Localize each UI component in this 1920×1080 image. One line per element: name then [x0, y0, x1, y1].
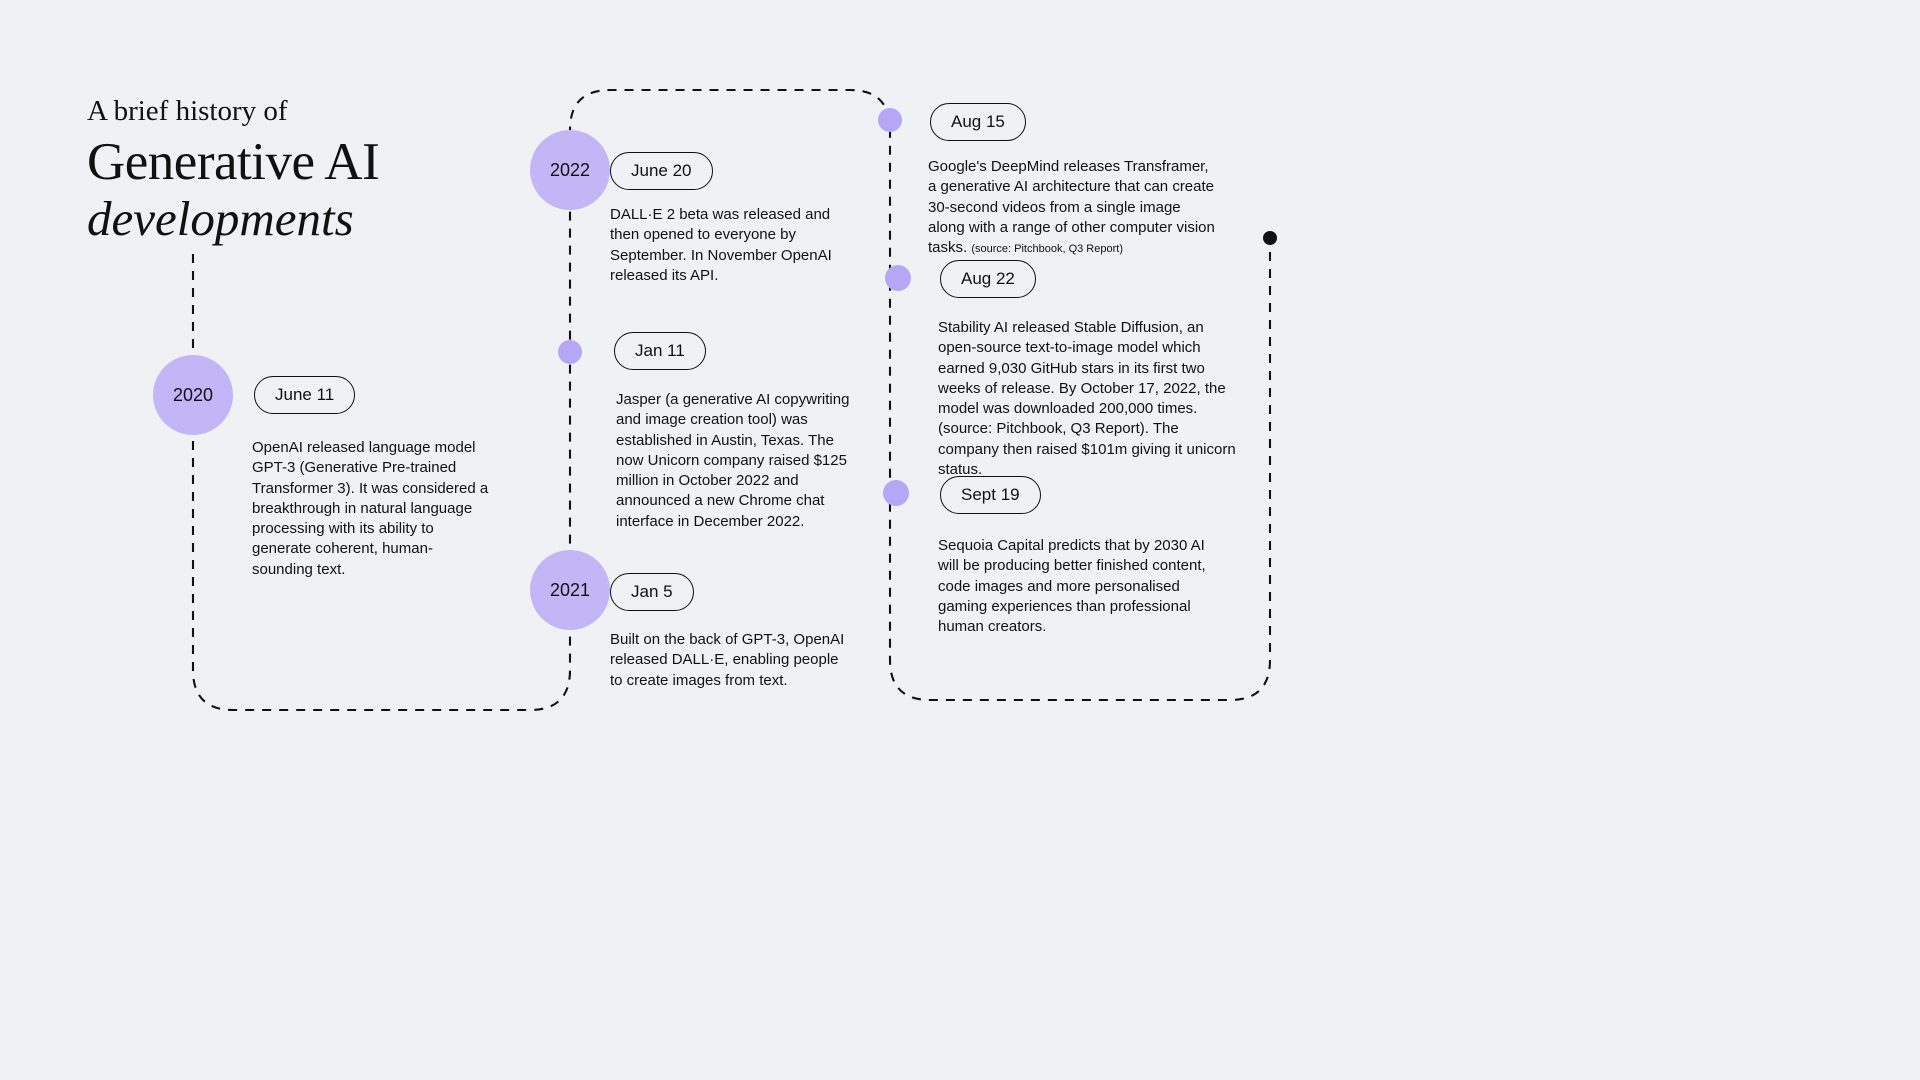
event-body-aug15: Google's DeepMind releases Transframer, … — [928, 157, 1218, 258]
timeline-endcap — [1263, 231, 1277, 245]
date-pill-june20: June 20 — [610, 152, 713, 190]
date-pill-june11: June 11 — [254, 376, 355, 414]
date-pill-sept19: Sept 19 — [940, 476, 1041, 514]
event-dot-sept19 — [883, 480, 909, 506]
event-body-june20: DALL·E 2 beta was released and then open… — [610, 205, 860, 286]
event-source: (source: Pitchbook, Q3 Report) — [971, 243, 1123, 255]
event-dot-aug22 — [885, 265, 911, 291]
year-label: 2021 — [550, 580, 590, 601]
date-pill-aug15: Aug 15 — [930, 103, 1026, 141]
title-sub: developments — [87, 190, 379, 247]
title-block: A brief history of Generative AI develop… — [87, 95, 379, 247]
date-pill-jan11: Jan 11 — [614, 332, 706, 370]
event-text: Google's DeepMind releases Transframer, … — [928, 158, 1215, 256]
year-node-2021: 2021 — [530, 550, 610, 630]
year-node-2022: 2022 — [530, 130, 610, 210]
event-dot-jan11 — [558, 340, 582, 364]
event-body-sept19: Sequoia Capital predicts that by 2030 AI… — [938, 536, 1228, 637]
event-body-jan11: Jasper (a generative AI copywriting and … — [616, 390, 856, 532]
event-dot-aug15 — [878, 108, 902, 132]
event-body-jan5: Built on the back of GPT-3, OpenAI relea… — [610, 630, 855, 691]
event-body-aug22: Stability AI released Stable Diffusion, … — [938, 318, 1238, 480]
date-pill-jan5: Jan 5 — [610, 573, 694, 611]
year-label: 2022 — [550, 160, 590, 181]
year-node-2020: 2020 — [153, 355, 233, 435]
year-label: 2020 — [173, 385, 213, 406]
title-main: Generative AI — [87, 132, 379, 192]
date-pill-aug22: Aug 22 — [940, 260, 1036, 298]
title-pretitle: A brief history of — [87, 95, 379, 128]
event-body-2020: OpenAI released language model GPT-3 (Ge… — [252, 438, 492, 580]
infographic-canvas: A brief history of Generative AI develop… — [0, 0, 1440, 810]
